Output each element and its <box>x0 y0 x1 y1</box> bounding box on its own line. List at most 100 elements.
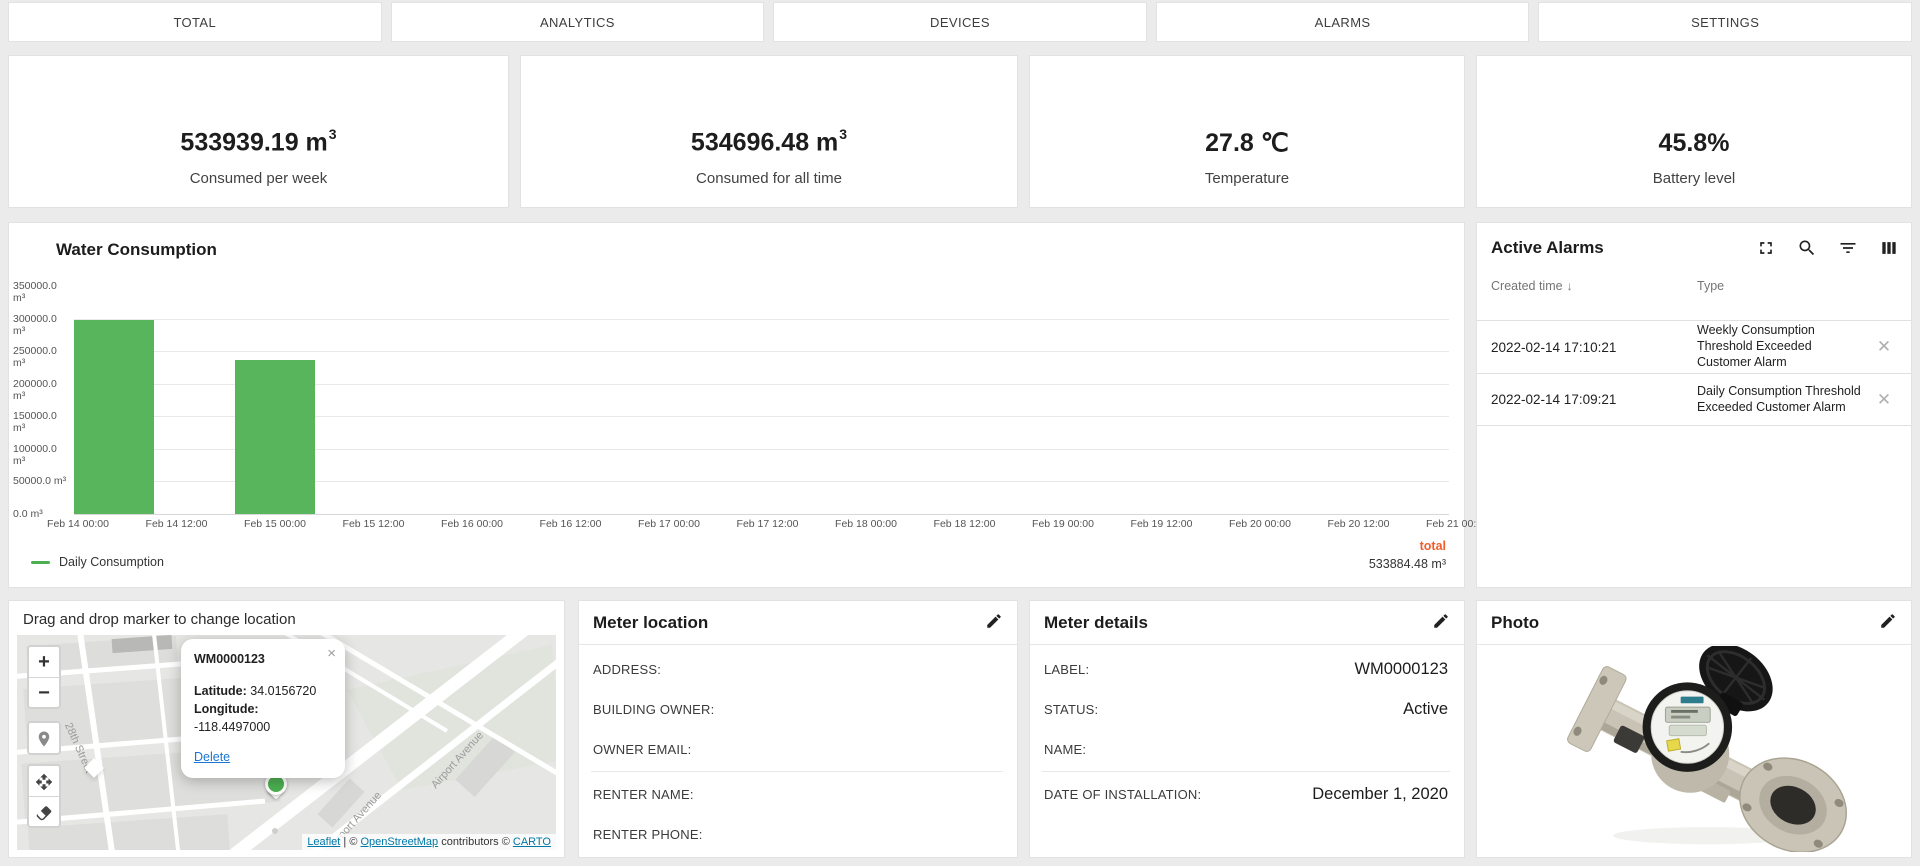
x-tick: Feb 18 00:00 <box>835 518 897 530</box>
alarms-col-created-time[interactable]: Created time ↓ <box>1491 279 1573 293</box>
zoom-in-button[interactable]: + <box>29 647 59 677</box>
gridline <box>74 416 1449 418</box>
tab-alarms[interactable]: ALARMS <box>1155 2 1530 42</box>
tab-analytics[interactable]: ANALYTICS <box>390 2 765 42</box>
field-label: ADDRESS: <box>593 661 662 677</box>
leaflet-link[interactable]: Leaflet <box>307 836 341 848</box>
photo <box>1485 645 1903 852</box>
alarms-col-type[interactable]: Type <box>1697 279 1725 293</box>
x-tick: Feb 14 12:00 <box>145 518 208 530</box>
map-title: Drag and drop marker to change location <box>23 611 296 628</box>
sort-desc-icon: ↓ <box>1566 279 1573 293</box>
alarms-table-body: 2022-02-14 17:10:21 Weekly Consumption Th… <box>1477 320 1911 426</box>
water-consumption-panel: Water Consumption 350000.0 m³ 300000.0 m³… <box>8 222 1488 588</box>
alarm-close-button[interactable]: ✕ <box>1869 336 1899 358</box>
x-tick: Feb 17 12:00 <box>736 518 799 530</box>
x-tick: Feb 18 12:00 <box>933 518 996 530</box>
x-tick: Feb 16 00:00 <box>441 518 503 530</box>
pencil-icon <box>1434 614 1448 628</box>
stat-card-temperature: 27.8 ℃ Temperature <box>1029 55 1465 208</box>
y-tick: 150000.0 m³ <box>13 410 57 435</box>
map-popup: × WM0000123 Latitude: 34.0156720 Longitu… <box>181 639 345 778</box>
meter-location-fields: ADDRESS: BUILDING OWNER: OWNER EMAIL: RENTE… <box>591 649 1003 854</box>
chart-total-value: 533884.48 m³ <box>1368 557 1446 571</box>
field-label: DATE OF INSTALLATION: <box>1044 786 1202 802</box>
pencil-icon <box>1881 614 1895 628</box>
meter-details-fields: LABEL: WM0000123 STATUS: Active NAME: DATE OF… <box>1042 649 1450 814</box>
zoom-out-button[interactable]: − <box>29 677 59 707</box>
alarm-row[interactable]: 2022-02-14 17:10:21 Weekly Consumption Th… <box>1477 320 1911 373</box>
place-marker-button[interactable] <box>29 723 59 753</box>
osm-link[interactable]: OpenStreetMap <box>360 836 439 848</box>
tab-devices[interactable]: DEVICES <box>773 2 1147 42</box>
field-label: OWNER EMAIL: <box>593 741 692 757</box>
alarm-close-button[interactable]: ✕ <box>1869 389 1899 411</box>
x-tick: Feb 14 00:00 <box>47 518 109 530</box>
field-label: LABEL: <box>1044 661 1090 677</box>
bar-feb-14 <box>74 320 155 514</box>
active-alarms-panel: Active Alarms Created time ↓ Type 2022-0… <box>1476 222 1912 588</box>
field-value: Active <box>1403 699 1448 718</box>
attribution: Leaflet | © OpenStreetMap contributors ©… <box>302 834 556 850</box>
field-row: BUILDING OWNER: <box>593 689 1001 729</box>
pencil-icon <box>987 614 1001 628</box>
x-tick: Feb 16 12:00 <box>539 518 602 530</box>
eraser-icon <box>36 805 52 820</box>
x-tick: Feb 15 12:00 <box>342 518 405 530</box>
tab-settings[interactable]: SETTINGS <box>1538 2 1912 42</box>
edit-photo-button[interactable] <box>1879 612 1897 633</box>
y-tick: 350000.0 m³ <box>13 280 57 304</box>
tab-total[interactable]: TOTAL <box>8 2 382 42</box>
edit-details-button[interactable] <box>1432 612 1450 633</box>
y-tick: 50000.0 m³ <box>13 475 67 488</box>
chart-legend[interactable]: Daily Consumption <box>31 555 164 569</box>
alarm-time: 2022-02-14 17:09:21 <box>1491 392 1617 407</box>
edit-marker-control <box>27 764 61 828</box>
gridline <box>74 318 1449 320</box>
y-tick: 200000.0 m³ <box>13 377 57 402</box>
stat-value: 27.8 ℃ <box>1205 129 1289 157</box>
field-label: RENTER PHONE: <box>593 826 703 842</box>
zoom-control: + − <box>27 645 61 709</box>
meter-details-panel: Meter details LABEL: WM0000123 STATUS: Acti… <box>1029 600 1465 858</box>
x-tick: Feb 20 12:00 <box>1327 518 1390 530</box>
map-panel: Drag and drop marker to change location <box>8 600 565 858</box>
delete-link[interactable]: Delete <box>194 750 231 764</box>
x-tick: Feb 19 00:00 <box>1032 518 1094 530</box>
field-label: NAME: <box>1044 741 1087 757</box>
stat-value: 533939.19 m3 <box>180 126 337 157</box>
stat-label: Consumed per week <box>189 169 328 187</box>
legend-swatch <box>31 560 50 564</box>
gridline <box>74 383 1449 385</box>
y-tick: 0.0 m³ <box>13 508 43 520</box>
gridline <box>74 481 1449 483</box>
carto-link[interactable]: CARTO <box>512 836 551 848</box>
gridline <box>74 514 1449 515</box>
field-value: WM0000123 <box>1354 659 1448 678</box>
field-row: LABEL: WM0000123 <box>1044 649 1448 689</box>
alarm-row[interactable]: 2022-02-14 17:09:21 Daily Consumption Thr… <box>1477 373 1911 426</box>
y-tick: 300000.0 m³ <box>13 312 57 337</box>
field-row: RENTER NAME: <box>593 774 1001 814</box>
field-label: BUILDING OWNER: <box>593 701 715 717</box>
search-button[interactable] <box>1797 238 1817 258</box>
move-icon <box>35 773 53 790</box>
gridline <box>74 448 1449 450</box>
chart-title: Water Consumption <box>56 240 217 259</box>
chart-total: total 533884.48 m³ <box>1369 539 1446 571</box>
filter-button[interactable] <box>1838 238 1858 258</box>
popup-close-button[interactable]: × <box>327 645 336 662</box>
columns-button[interactable] <box>1879 238 1899 258</box>
stat-card-battery-level: 45.8% Battery level <box>1476 55 1912 208</box>
move-marker-button[interactable] <box>29 766 59 796</box>
alarms-title: Active Alarms <box>1491 238 1604 257</box>
map[interactable]: 28th Street Airport Avenue Airport Avenu… <box>17 635 556 850</box>
x-tick: Feb 15 00:00 <box>244 518 306 530</box>
edit-location-button[interactable] <box>985 612 1003 633</box>
field-row: RENTER PHONE: <box>593 814 1001 854</box>
fullscreen-button[interactable] <box>1756 238 1776 258</box>
photo-panel: Photo <box>1476 600 1912 858</box>
erase-marker-button[interactable] <box>29 796 59 826</box>
photo-title: Photo <box>1491 612 1540 632</box>
tab-bar: TOTAL ANALYTICS DEVICES ALARMS SETTINGS <box>8 2 1912 42</box>
